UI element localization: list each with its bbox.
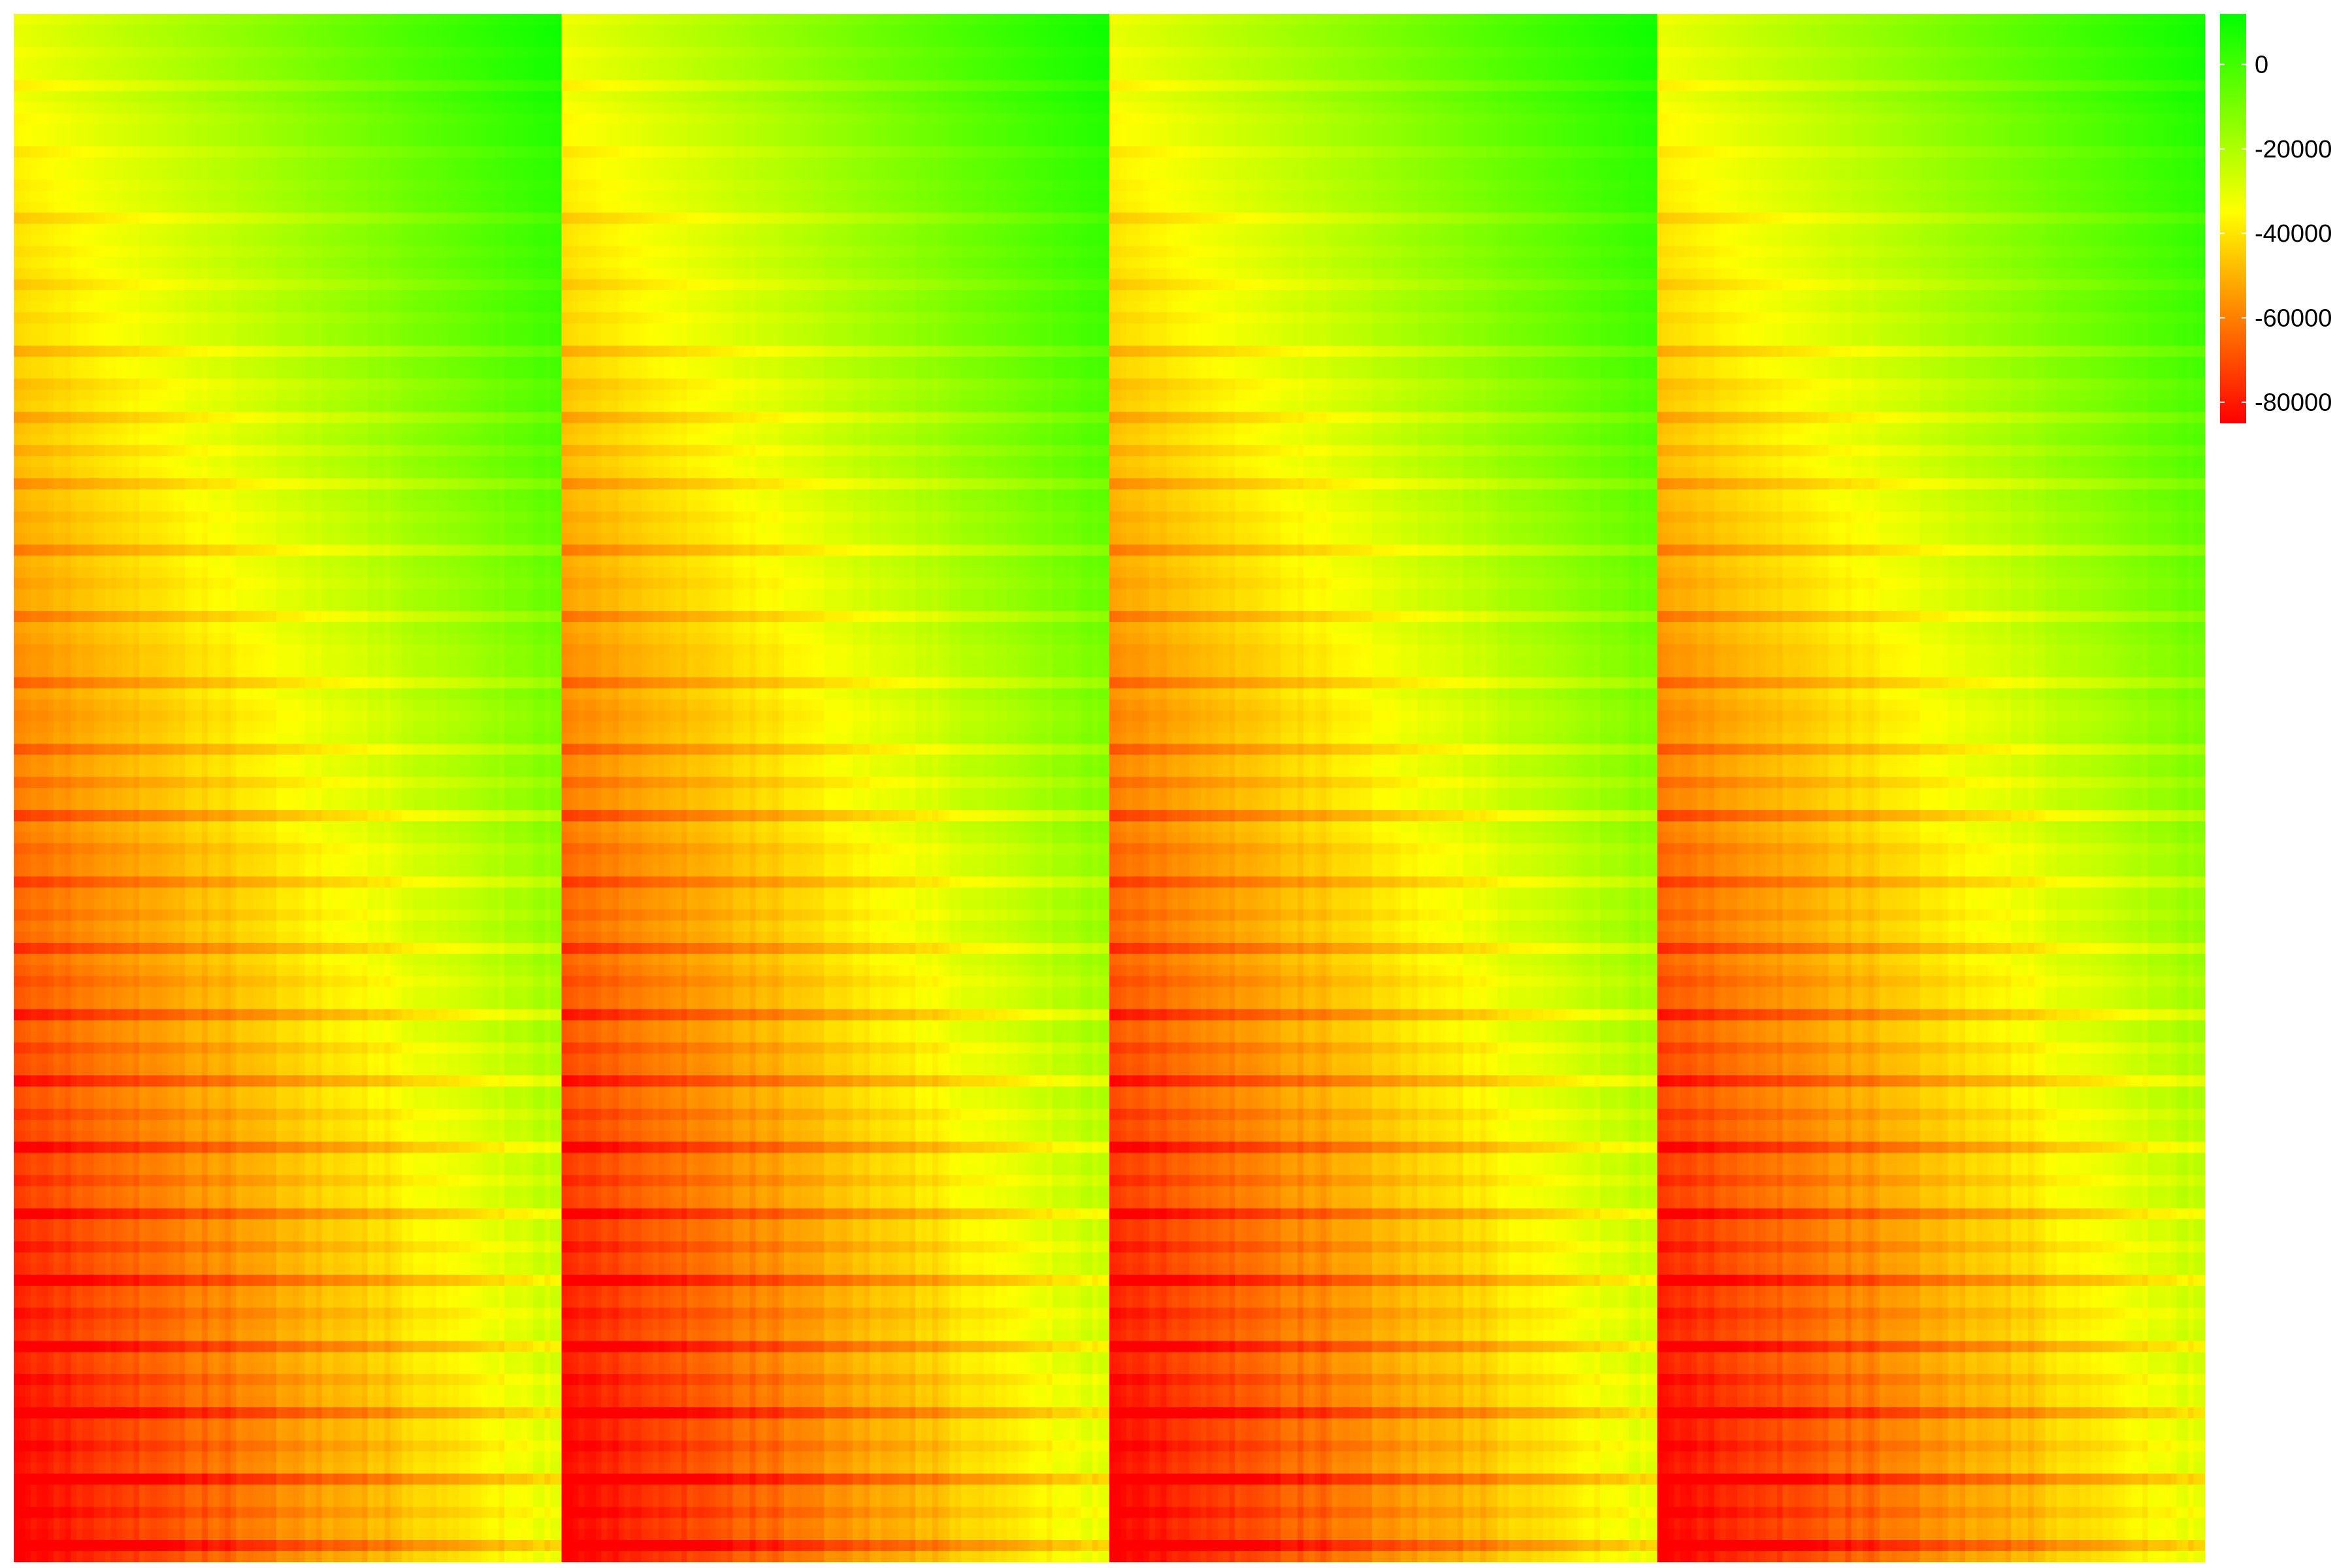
legend-tick-label: -80000: [2255, 389, 2332, 417]
heatmap-grid: [14, 14, 2205, 1562]
legend-tick-label: -60000: [2255, 304, 2332, 332]
legend-tick-label: -20000: [2255, 136, 2332, 163]
legend-tick-label: 0: [2255, 52, 2268, 79]
legend-color-bar: [2220, 14, 2246, 423]
legend-tick-label: -40000: [2255, 220, 2332, 248]
